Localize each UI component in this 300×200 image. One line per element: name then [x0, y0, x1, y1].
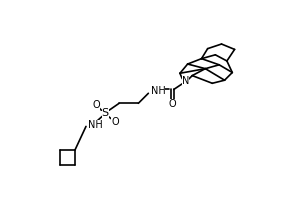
Text: O: O	[92, 100, 100, 110]
Text: O: O	[111, 117, 119, 127]
Text: N: N	[182, 76, 189, 86]
Text: NH: NH	[88, 120, 103, 130]
Text: O: O	[168, 99, 176, 109]
Text: NH: NH	[151, 86, 165, 96]
Text: S: S	[102, 108, 109, 118]
